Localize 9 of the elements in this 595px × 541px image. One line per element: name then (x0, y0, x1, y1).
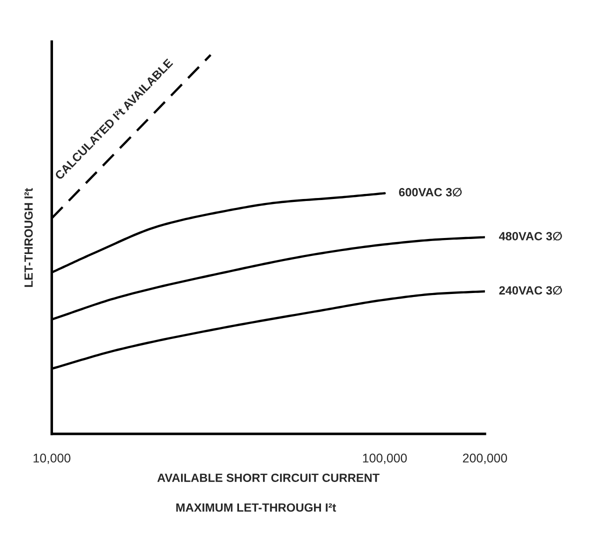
series-label: 600VAC 3∅ (399, 188, 462, 196)
x-tick-label: 200,000 (462, 454, 508, 464)
y-axis-title: LET-THROUGH I²t (24, 188, 33, 287)
text: MAXIMUM LET-THROUGH I²t (176, 503, 336, 512)
x-tick-label: 10,000 (34, 454, 70, 464)
x-tick-label: 100,000 (363, 454, 407, 464)
series-label: 240VAC 3∅ (499, 286, 562, 295)
series-label: 480VAC 3∅ (498, 232, 562, 240)
x-axis-title: AVAILABLE SHORT CIRCUIT CURRENT (157, 474, 380, 482)
